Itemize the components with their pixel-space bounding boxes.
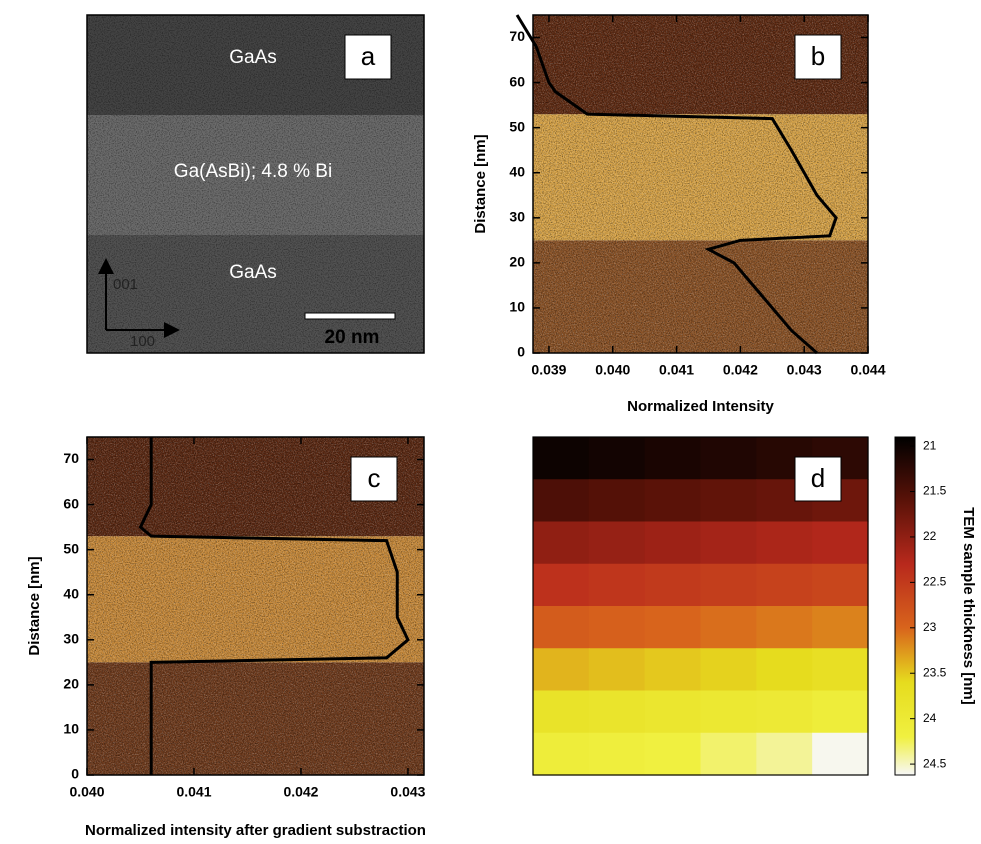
- heat-cell: [645, 479, 701, 522]
- layer-label: GaAs: [229, 262, 277, 283]
- heat-cell: [701, 522, 757, 565]
- panel-a: GaAs Ga(AsBi); 4.8 % Bi GaAs a 001 100 2…: [87, 15, 424, 353]
- heat-cell: [645, 648, 701, 691]
- y-tick-label: 70: [509, 28, 525, 44]
- heat-cell: [701, 606, 757, 649]
- heat-cell: [812, 648, 868, 691]
- scale-label: 20 nm: [325, 327, 380, 348]
- y-tick-label: 50: [63, 540, 79, 556]
- heat-cell: [756, 522, 812, 565]
- heat-cell: [533, 564, 589, 607]
- heat-cell: [756, 648, 812, 691]
- heat-cell: [533, 606, 589, 649]
- y-tick-label: 20: [63, 676, 79, 692]
- y-axis-label: Distance [nm]: [472, 134, 489, 233]
- x-tick-label: 0.043: [787, 362, 822, 378]
- heat-cell: [533, 437, 589, 480]
- heat-cell: [812, 733, 868, 776]
- layer-label: GaAs: [229, 47, 277, 68]
- x-tick-label: 0.044: [850, 362, 885, 378]
- x-tick-label: 0.039: [531, 362, 566, 378]
- y-tick-label: 70: [63, 450, 79, 466]
- y-tick-label: 40: [509, 163, 525, 179]
- heat-cell: [533, 691, 589, 734]
- heat-cell: [533, 648, 589, 691]
- heat-cell: [589, 606, 645, 649]
- y-tick-label: 10: [509, 299, 525, 315]
- x-tick-label: 0.041: [176, 784, 211, 800]
- x-tick-label: 0.042: [283, 784, 318, 800]
- y-tick-label: 60: [509, 73, 525, 89]
- y-tick-label: 30: [509, 209, 525, 225]
- y-tick-label: 20: [509, 254, 525, 270]
- x-tick-label: 0.040: [595, 362, 630, 378]
- x-axis-label: Normalized intensity after gradient subs…: [85, 822, 426, 839]
- colorbar: [895, 437, 915, 775]
- y-tick-label: 0: [71, 766, 79, 782]
- x-tick-label: 0.043: [390, 784, 425, 800]
- heat-cell: [756, 606, 812, 649]
- heat-cell: [589, 479, 645, 522]
- colorbar-tick-label: 23: [923, 620, 937, 634]
- heat-cell: [701, 648, 757, 691]
- y-tick-label: 0: [517, 344, 525, 360]
- heat-cell: [756, 564, 812, 607]
- heat-cell: [812, 691, 868, 734]
- y-tick-label: 60: [63, 495, 79, 511]
- heat-cell: [645, 564, 701, 607]
- x-axis-label: Normalized Intensity: [627, 398, 774, 415]
- heat-cell: [589, 733, 645, 776]
- panel-label: b: [811, 41, 825, 71]
- colorbar-tick-label: 24: [923, 711, 937, 725]
- colorbar-label: TEM sample thickness [nm]: [960, 507, 977, 705]
- colorbar-tick-label: 24.5: [923, 756, 947, 770]
- panel-label: a: [361, 41, 376, 71]
- heat-cell: [701, 479, 757, 522]
- heat-cell: [533, 479, 589, 522]
- x-tick-label: 0.040: [69, 784, 104, 800]
- heat-cell: [701, 564, 757, 607]
- heat-cell: [756, 733, 812, 776]
- direction-label: 001: [113, 276, 138, 293]
- direction-label: 100: [130, 333, 155, 350]
- panel-label: c: [368, 463, 381, 493]
- layer-label: Ga(AsBi); 4.8 % Bi: [174, 161, 332, 182]
- heat-cell: [533, 733, 589, 776]
- heat-cell: [589, 437, 645, 480]
- heat-cell: [589, 564, 645, 607]
- heat-cell: [701, 733, 757, 776]
- colorbar-tick-label: 23.5: [923, 665, 947, 679]
- y-tick-label: 10: [63, 721, 79, 737]
- panel-label: d: [811, 463, 825, 493]
- y-tick-label: 30: [63, 631, 79, 647]
- colorbar-tick-label: 22: [923, 529, 937, 543]
- heat-cell: [645, 606, 701, 649]
- heat-cell: [812, 564, 868, 607]
- heat-cell: [701, 437, 757, 480]
- heat-cell: [756, 691, 812, 734]
- heat-cell: [701, 691, 757, 734]
- heat-cell: [812, 606, 868, 649]
- heat-cell: [533, 522, 589, 565]
- heat-cell: [589, 522, 645, 565]
- y-tick-label: 50: [509, 118, 525, 134]
- heat-cell: [589, 691, 645, 734]
- x-tick-label: 0.041: [659, 362, 694, 378]
- colorbar-tick-label: 22.5: [923, 575, 947, 589]
- scale-bar: [305, 313, 395, 319]
- heat-cell: [589, 648, 645, 691]
- y-axis-label: Distance [nm]: [26, 556, 43, 655]
- heat-cell: [812, 522, 868, 565]
- heat-cell: [645, 733, 701, 776]
- y-tick-label: 40: [63, 585, 79, 601]
- heat-cell: [645, 437, 701, 480]
- heat-cell: [645, 691, 701, 734]
- colorbar-tick-label: 21.5: [923, 484, 947, 498]
- x-tick-label: 0.042: [723, 362, 758, 378]
- heat-cell: [645, 522, 701, 565]
- colorbar-tick-label: 21: [923, 438, 937, 452]
